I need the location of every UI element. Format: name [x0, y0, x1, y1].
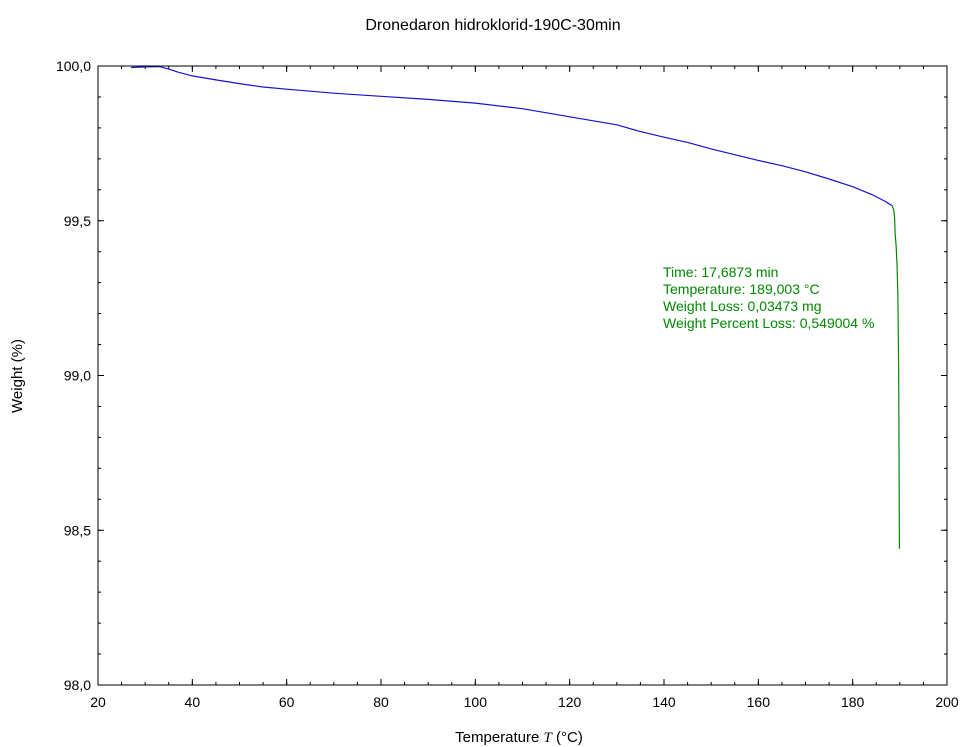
y-tick-label: 99,5	[64, 213, 91, 229]
series-line-1	[891, 205, 901, 549]
y-tick-label: 99,0	[64, 368, 91, 384]
annotation-time: Time: 17,6873 min	[663, 264, 778, 280]
annotation-weight-percent-loss: Weight Percent Loss: 0,549004 %	[663, 315, 874, 331]
chart-title: Dronedaron hidroklorid-190C-30min	[365, 17, 620, 34]
x-tick-label: 120	[558, 694, 582, 710]
x-tick-labels: 20 40 60 80 100 120 140 160 180 200	[90, 694, 959, 710]
minor-ticks	[97, 65, 948, 686]
annotation-weight-loss: Weight Loss: 0,03473 mg	[663, 298, 822, 314]
x-tick-label: 60	[279, 694, 295, 710]
plot-frame	[97, 65, 948, 686]
series-lines	[130, 65, 901, 549]
x-tick-label: 160	[747, 694, 771, 710]
y-tick-labels: 98,0 98,5 99,0 99,5 100,0	[56, 58, 91, 693]
x-tick-label: 140	[652, 694, 676, 710]
x-axis-symbol: T	[544, 730, 554, 746]
major-ticks	[97, 65, 948, 686]
readout-annotation: Time: 17,6873 min Temperature: 189,003 °…	[663, 264, 874, 331]
annotation-temperature: Temperature: 189,003 °C	[663, 281, 820, 297]
y-tick-label: 100,0	[56, 58, 91, 74]
x-tick-label: 40	[185, 694, 201, 710]
series-line-0	[130, 65, 893, 207]
y-axis-label: Weight (%)	[9, 339, 26, 413]
y-tick-label: 98,5	[64, 522, 91, 538]
y-tick-label: 98,0	[64, 677, 91, 693]
x-tick-label: 200	[935, 694, 959, 710]
x-tick-label: 20	[90, 694, 106, 710]
x-tick-label: 100	[464, 694, 488, 710]
x-tick-label: 180	[841, 694, 865, 710]
x-axis-label: Temperature T (°C)	[455, 729, 583, 746]
x-tick-label: 80	[373, 694, 389, 710]
